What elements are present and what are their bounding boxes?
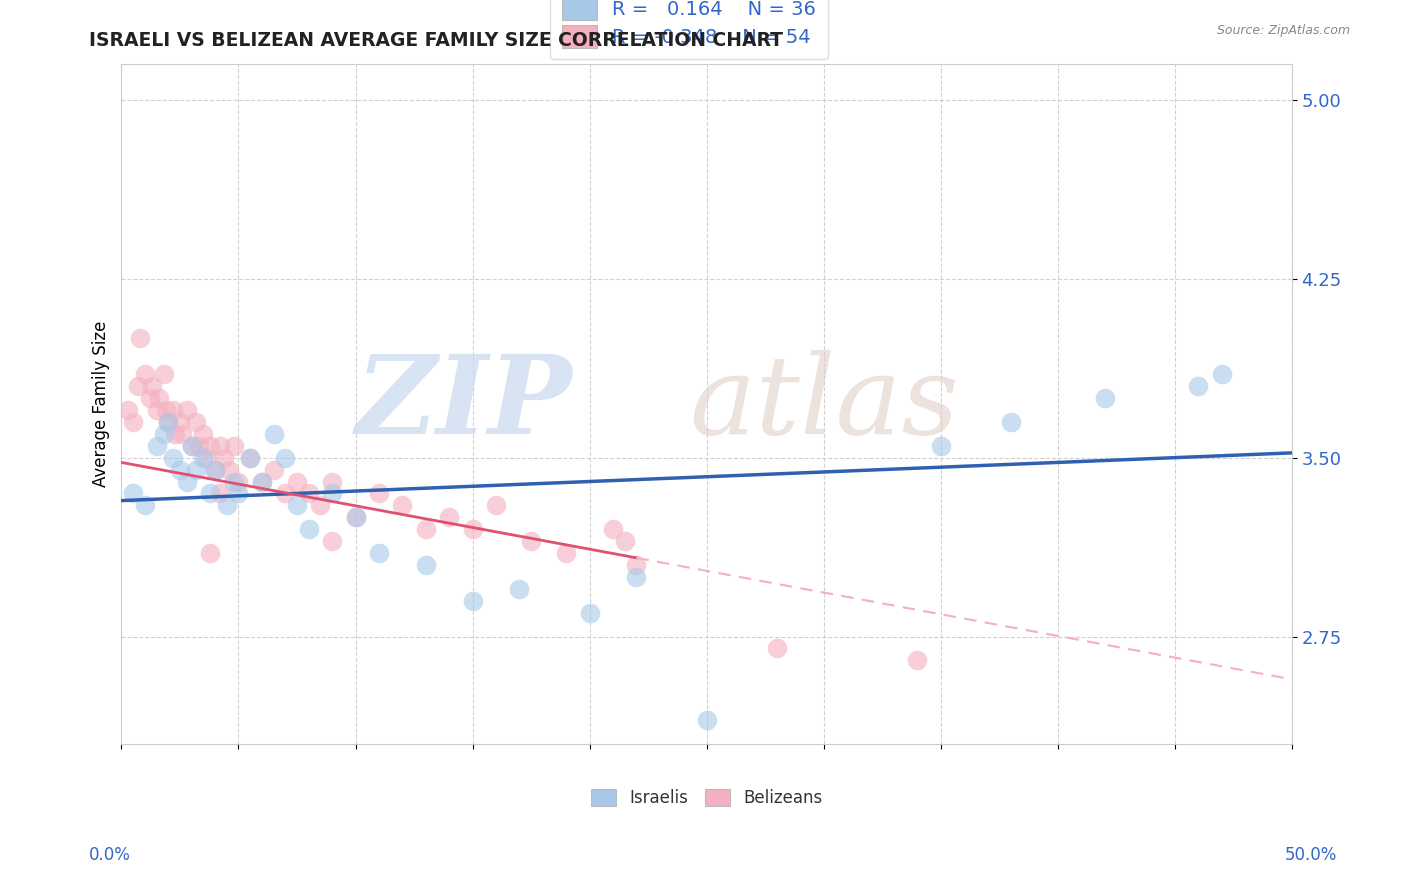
Point (122, 486, 145, 500)
Point (461, 594, 484, 608)
Point (141, 379, 163, 393)
Point (208, 486, 231, 500)
Point (321, 534, 343, 549)
Point (172, 426, 194, 441)
Point (180, 439, 202, 453)
Point (193, 450, 215, 465)
Point (200, 486, 222, 500)
Point (461, 522, 484, 536)
Point (321, 486, 343, 500)
Point (176, 475, 198, 489)
Point (929, 439, 952, 453)
Point (157, 415, 180, 429)
Point (1187, 379, 1209, 393)
Point (148, 391, 170, 405)
Point (122, 415, 145, 429)
Point (391, 499, 413, 513)
Text: ZIP: ZIP (356, 351, 572, 458)
Point (298, 522, 321, 536)
Point (368, 486, 391, 500)
Point (117, 403, 139, 417)
Point (176, 403, 198, 417)
Point (187, 439, 209, 453)
Point (263, 426, 285, 441)
Y-axis label: Average Family Size: Average Family Size (93, 321, 110, 487)
Point (194, 450, 217, 465)
Point (138, 391, 160, 405)
Point (129, 331, 152, 345)
Point (200, 546, 222, 560)
Point (274, 486, 297, 500)
Point (285, 499, 308, 513)
Point (152, 426, 174, 441)
Point (508, 582, 530, 596)
Point (165, 426, 187, 441)
Point (321, 475, 343, 489)
Point (145, 439, 167, 453)
Point (437, 510, 460, 524)
Point (250, 475, 273, 489)
Text: 0.0%: 0.0% (89, 846, 131, 863)
Point (1000, 415, 1022, 429)
Point (298, 486, 321, 500)
Text: 50.0%: 50.0% (1285, 846, 1337, 863)
Point (208, 439, 231, 453)
Point (222, 439, 245, 453)
Point (204, 462, 226, 476)
Text: ISRAELI VS BELIZEAN AVERAGE FAMILY SIZE CORRELATION CHART: ISRAELI VS BELIZEAN AVERAGE FAMILY SIZE … (89, 31, 783, 50)
Point (169, 462, 191, 476)
Point (285, 475, 308, 489)
Point (415, 522, 437, 536)
Point (162, 450, 184, 465)
Text: atlas: atlas (689, 351, 959, 458)
Point (263, 462, 285, 476)
Point (134, 499, 156, 513)
Point (152, 367, 174, 381)
Point (186, 462, 208, 476)
Point (162, 403, 184, 417)
Point (193, 426, 215, 441)
Point (1094, 391, 1116, 405)
Point (1211, 367, 1233, 381)
Point (127, 379, 149, 393)
Point (228, 486, 250, 500)
Point (578, 606, 600, 620)
Point (415, 558, 437, 572)
Point (180, 439, 202, 453)
Point (766, 641, 789, 656)
Point (218, 462, 240, 476)
Legend: Israelis, Belizeans: Israelis, Belizeans (585, 782, 830, 814)
Point (905, 653, 928, 667)
Point (214, 450, 236, 465)
Point (215, 499, 238, 513)
Point (155, 403, 177, 417)
Point (274, 450, 297, 465)
Point (696, 713, 718, 727)
Point (239, 450, 262, 465)
Point (239, 450, 262, 465)
Point (134, 367, 156, 381)
Point (204, 462, 226, 476)
Text: Source: ZipAtlas.com: Source: ZipAtlas.com (1216, 24, 1350, 37)
Point (555, 546, 578, 560)
Point (368, 546, 391, 560)
Point (520, 534, 543, 549)
Point (485, 499, 508, 513)
Point (145, 403, 167, 417)
Point (626, 570, 648, 584)
Point (626, 558, 648, 572)
Point (344, 510, 367, 524)
Point (186, 415, 208, 429)
Point (602, 522, 624, 536)
Point (344, 510, 367, 524)
Point (250, 475, 273, 489)
Point (157, 415, 180, 429)
Point (200, 439, 222, 453)
Point (309, 499, 332, 513)
Point (222, 475, 245, 489)
Point (228, 475, 250, 489)
Point (169, 415, 191, 429)
Point (613, 534, 636, 549)
